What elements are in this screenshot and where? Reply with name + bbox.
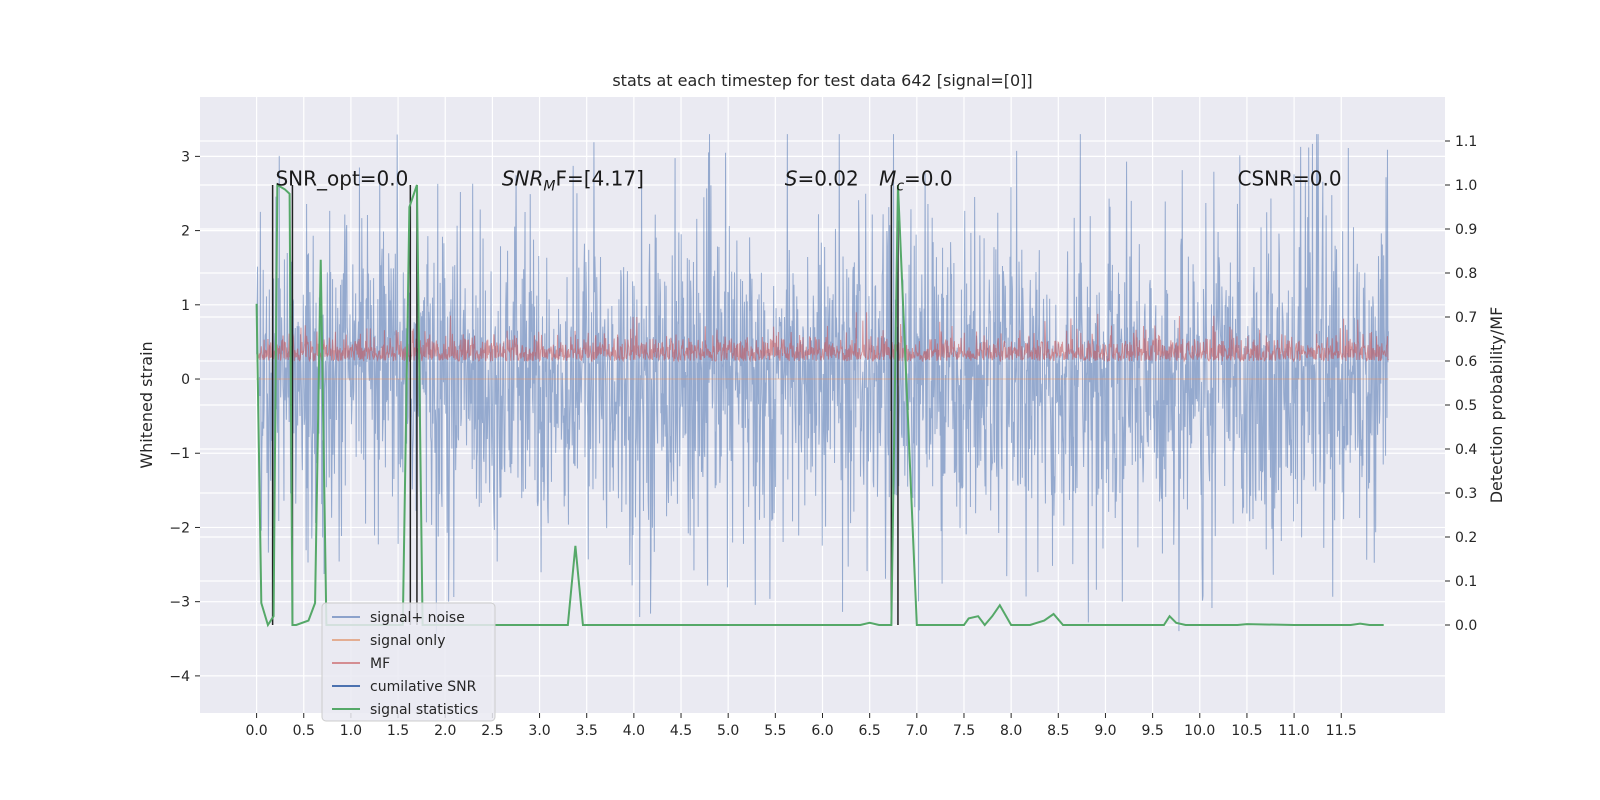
y-right-tick-label: 0.3 bbox=[1455, 486, 1477, 502]
chart-title: stats at each timestep for test data 642… bbox=[612, 71, 1032, 90]
y-tick-label: −2 bbox=[169, 520, 190, 536]
annotation-3: Mc=0.0 bbox=[879, 167, 953, 195]
x-tick-label: 4.5 bbox=[670, 723, 692, 739]
x-tick-label: 0.0 bbox=[245, 723, 267, 739]
y-tick-label: 2 bbox=[181, 224, 190, 240]
x-tick-label: 5.5 bbox=[764, 723, 786, 739]
y-axis-right-label: Detection probability/MF bbox=[1487, 307, 1506, 504]
x-tick-label: 10.0 bbox=[1184, 723, 1215, 739]
legend-label: signal+ noise bbox=[370, 610, 465, 626]
y-tick-label: −1 bbox=[169, 446, 190, 462]
x-tick-label: 8.0 bbox=[1000, 723, 1022, 739]
x-tick-label: 8.5 bbox=[1047, 723, 1069, 739]
series-mf bbox=[256, 312, 1389, 363]
annotation-text-tail: =0.0 bbox=[904, 167, 953, 191]
y-right-tick-label: 1.0 bbox=[1455, 178, 1477, 194]
y-tick-label: 1 bbox=[181, 298, 190, 314]
x-tick-label: 9.5 bbox=[1141, 723, 1163, 739]
x-tick-label: 6.0 bbox=[811, 723, 833, 739]
y-right-tick-label: 0.8 bbox=[1455, 266, 1477, 282]
y-right-tick-label: 0.4 bbox=[1455, 442, 1477, 458]
legend-label: cumilative SNR bbox=[370, 679, 477, 695]
x-tick-label: 11.5 bbox=[1326, 723, 1357, 739]
legend-box bbox=[321, 602, 496, 722]
legend: signal+ noise signal only MF cumilative SNR… bbox=[321, 602, 496, 722]
y-right-tick-label: 0.9 bbox=[1455, 222, 1477, 238]
x-tick-label: 10.5 bbox=[1231, 723, 1262, 739]
annotation-text: M bbox=[879, 167, 896, 191]
x-tick-label: 1.5 bbox=[387, 723, 409, 739]
series-group bbox=[255, 134, 1389, 638]
x-tick-label: 0.5 bbox=[293, 723, 315, 739]
x-tick-label: 7.0 bbox=[906, 723, 928, 739]
annotation-text: S bbox=[785, 167, 798, 191]
y-right-tick-label: 0.1 bbox=[1455, 574, 1477, 590]
y-right-tick-label: 0.2 bbox=[1455, 530, 1477, 546]
x-tick-label: 3.0 bbox=[528, 723, 550, 739]
x-tick-label: 1.0 bbox=[340, 723, 362, 739]
annotation-text: CSNR=0.0 bbox=[1238, 167, 1342, 191]
x-tick-label: 5.0 bbox=[717, 723, 739, 739]
annotation-4: CSNR=0.0 bbox=[1238, 167, 1342, 191]
annotation-subscript: c bbox=[896, 179, 904, 195]
legend-label: MF bbox=[370, 656, 390, 672]
x-tick-label: 2.5 bbox=[481, 723, 503, 739]
annotation-text: SNR_opt=0.0 bbox=[275, 167, 408, 191]
x-tick-label: 6.5 bbox=[859, 723, 881, 739]
y-right-tick-label: 0.7 bbox=[1455, 310, 1477, 326]
annotation-text-tail: =0.02 bbox=[797, 167, 858, 191]
x-tick-label: 7.5 bbox=[953, 723, 975, 739]
annotation-text-tail: F=[4.17] bbox=[555, 167, 643, 191]
series-signal-statistics bbox=[255, 183, 1384, 628]
annotation-subscript: M bbox=[543, 179, 555, 195]
y-tick-label: −3 bbox=[169, 595, 190, 611]
y-right-tick-label: 0.0 bbox=[1455, 618, 1477, 634]
y-tick-label: −4 bbox=[169, 669, 190, 685]
legend-label: signal statistics bbox=[370, 702, 478, 718]
legend-label: signal only bbox=[370, 633, 445, 649]
x-tick-label: 9.0 bbox=[1094, 723, 1116, 739]
x-tick-label: 3.5 bbox=[576, 723, 598, 739]
x-tick-label: 11.0 bbox=[1279, 723, 1310, 739]
y-tick-label: 3 bbox=[181, 149, 190, 165]
y-tick-label: 0 bbox=[181, 372, 190, 388]
annotation-1: SNRMF=[4.17] bbox=[502, 167, 644, 195]
annotations: SNR_opt=0.0 SNRMF=[4.17] S=0.02 Mc=0.0 CSNR=… bbox=[275, 167, 1341, 195]
y-right-tick-label: 1.1 bbox=[1455, 134, 1477, 150]
y-axis-label: Whitened strain bbox=[137, 341, 156, 468]
y-right-tick-label: 0.5 bbox=[1455, 398, 1477, 414]
x-tick-label: 2.0 bbox=[434, 723, 456, 739]
annotation-2: S=0.02 bbox=[785, 167, 859, 191]
annotation-0: SNR_opt=0.0 bbox=[275, 167, 408, 191]
annotation-text: SNR bbox=[502, 167, 544, 191]
axes: 0.0 0.5 1.0 1.5 2.0 2.5 3.0 3.5 4.0 4.5 5.0 5.5 6.0 6… bbox=[169, 134, 1477, 739]
x-tick-label: 4.0 bbox=[623, 723, 645, 739]
y-right-tick-label: 0.6 bbox=[1455, 354, 1477, 370]
